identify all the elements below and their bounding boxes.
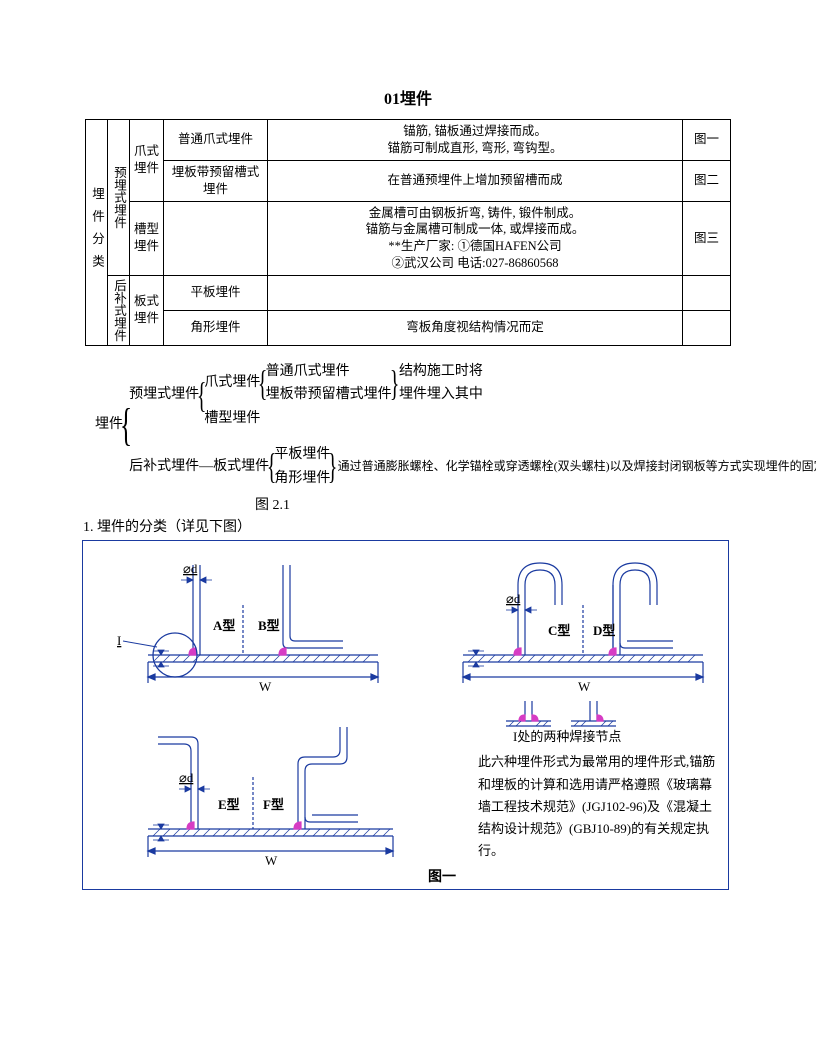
cell <box>683 310 731 345</box>
cell: 埋板带预留槽式埋件 <box>164 160 268 201</box>
cell <box>683 276 731 311</box>
cell <box>164 201 268 276</box>
phi-d-label: ⌀d <box>179 770 194 785</box>
cell <box>268 276 683 311</box>
col3b-label: 槽型埋件 <box>130 201 164 276</box>
cell: 金属槽可由钢板折弯, 铸件, 锻件制成。 锚筋与金属槽可制成一体, 或焊接而成。… <box>268 201 683 276</box>
tree-root: 埋件 <box>95 413 123 437</box>
table-row: 埋件分类 预埋式埋件 爪式埋件 普通爪式埋件 锚筋, 锚板通过焊接而成。 锚筋可… <box>86 120 731 161</box>
brace-icon: { <box>120 404 132 445</box>
tree-node: 槽型埋件 <box>204 407 483 431</box>
type-b-label: B型 <box>258 618 280 633</box>
callout-I: I <box>117 633 121 648</box>
col2b-label: 后补式埋件 <box>108 276 130 346</box>
cell: 图三 <box>683 201 731 276</box>
cell: 锚筋, 锚板通过焊接而成。 锚筋可制成直形, 弯形, 弯钩型。 <box>268 120 683 161</box>
brace-icon: { <box>267 450 277 482</box>
cell: 弯板角度视结构情况而定 <box>268 310 683 345</box>
weld-caption: I处的两种焊接节点 <box>513 726 621 745</box>
figure-label: 图 2.1 <box>255 494 731 514</box>
col3c-label: 板式埋件 <box>130 276 164 346</box>
figure-1-diagram: I ⌀d A型 B型 W <box>82 540 729 890</box>
page: 01埋件 埋件分类 预埋式埋件 爪式埋件 普通爪式埋件 锚筋, 锚板通过焊接而成… <box>0 0 816 1056</box>
tree-node: 预埋式埋件 <box>129 383 199 407</box>
type-c-label: C型 <box>548 623 570 638</box>
table-row: 后补式埋件 板式埋件 平板埋件 <box>86 276 731 311</box>
table-row: 埋板带预留槽式埋件 在普通预埋件上增加预留槽而成 图二 <box>86 160 731 201</box>
tree-leaf: 角形埋件 <box>274 467 330 491</box>
cell: 图二 <box>683 160 731 201</box>
cell: 角形埋件 <box>164 310 268 345</box>
col2a-label: 预埋式埋件 <box>108 120 130 276</box>
tree-node: 爪式埋件 <box>204 371 260 395</box>
tree-leaf: 平板埋件 <box>274 443 330 467</box>
diagram-note: 此六种埋件形式为最常用的埋件形式,锚筋和埋板的计算和选用请严格遵照《玻璃幕墙工程… <box>478 751 718 861</box>
phi-d-label: ⌀d <box>183 561 198 576</box>
brace-icon: { <box>258 367 268 399</box>
cell: 图一 <box>683 120 731 161</box>
brace-icon: } <box>390 367 400 399</box>
w-label: W <box>265 853 278 868</box>
type-a-label: A型 <box>213 618 235 633</box>
w-label: W <box>259 679 272 694</box>
brace-icon: } <box>328 450 338 482</box>
table-row: 槽型埋件 金属槽可由钢板折弯, 铸件, 锻件制成。 锚筋与金属槽可制成一体, 或… <box>86 201 731 276</box>
col3a-label: 爪式埋件 <box>130 120 164 202</box>
section-heading: 1. 埋件的分类（详见下图） <box>83 516 731 536</box>
type-d-label: D型 <box>593 623 615 638</box>
anchor-diagram-ef: ⌀d E型 F型 W <box>113 719 413 879</box>
tree-leaf: 普通爪式埋件 <box>266 360 392 384</box>
anchor-diagram-ab: I ⌀d A型 B型 W <box>113 555 403 700</box>
cell: 普通爪式埋件 <box>164 120 268 161</box>
col1-label: 埋件分类 <box>86 120 108 346</box>
brace-icon: { <box>197 379 207 411</box>
type-e-label: E型 <box>218 797 240 812</box>
tree-note: 结构施工时将 <box>399 360 483 384</box>
cell: 在普通预埋件上增加预留槽而成 <box>268 160 683 201</box>
table-row: 角形埋件 弯板角度视结构情况而定 <box>86 310 731 345</box>
classification-table: 埋件分类 预埋式埋件 爪式埋件 普通爪式埋件 锚筋, 锚板通过焊接而成。 锚筋可… <box>85 119 731 346</box>
cell: 平板埋件 <box>164 276 268 311</box>
phi-d-label: ⌀d <box>506 591 521 606</box>
tree-leaf: 埋板带预留槽式埋件 <box>266 383 392 407</box>
tree-node: 后补式埋件—板式埋件 <box>129 455 269 479</box>
w-label: W <box>578 679 591 694</box>
tree-note: 通过普通膨胀螺栓、化学锚栓或穿透螺栓(双头螺柱)以及焊接封闭钢板等方式实现埋件的… <box>338 458 568 475</box>
classification-tree: 埋件 { 预埋式埋件 { 爪式埋件 { 普通爪式埋件 埋板带预留槽式埋件 <box>95 360 731 491</box>
figure-1-label: 图一 <box>428 866 456 886</box>
page-title: 01埋件 <box>85 85 731 109</box>
tree-note: 埋件埋入其中 <box>399 383 483 407</box>
type-f-label: F型 <box>263 797 284 812</box>
anchor-diagram-cd: ⌀d C型 D型 W <box>448 555 723 700</box>
